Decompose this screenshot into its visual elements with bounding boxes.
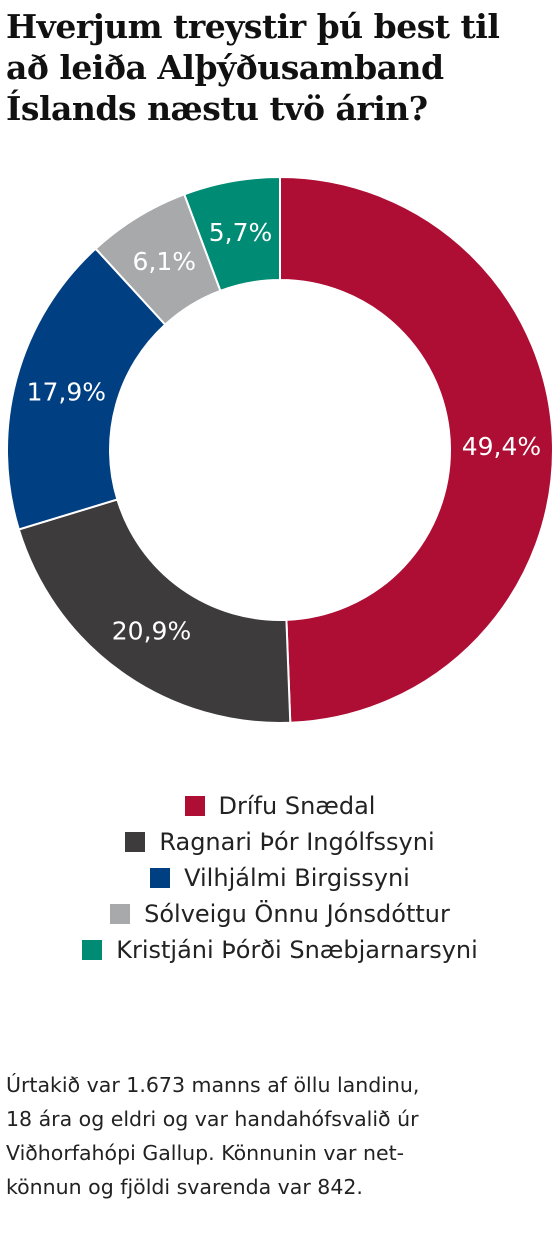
legend-label: Sólveigu Önnu Jónsdóttur [144, 900, 450, 928]
legend-swatch [184, 796, 205, 816]
legend-item: Kristjáni Þórði Snæbjarnarsyni [0, 932, 560, 968]
legend-swatch [150, 868, 171, 888]
legend-label: Vilhjálmi Birgissyni [184, 864, 410, 892]
title-line-2: að leiða Alþýðusamband [6, 48, 444, 87]
donut-slice [183, 175, 281, 293]
slice-value-label: 6,1% [133, 247, 197, 276]
legend-item: Sólveigu Önnu Jónsdóttur [0, 896, 560, 932]
legend-item: Drífu Snædal [0, 788, 560, 824]
chart-legend: Drífu Snædal Ragnari Þór Ingólfssyni Vilhj… [0, 788, 560, 968]
title-line-3: Íslands næstu tvö árin? [6, 89, 428, 128]
chart-title: Hverjum treystir þú best til að leiða Al… [6, 6, 556, 129]
note-line-4: könnun og fjöldi svarenda var 842. [6, 1175, 363, 1199]
note-line-2: 18 ára og eldri og var handahófsvalið úr [6, 1107, 419, 1131]
title-line-1: Hverjum treystir þú best til [6, 7, 500, 46]
slice-value-label: 5,7% [209, 218, 273, 247]
legend-label: Ragnari Þór Ingólfssyni [159, 828, 435, 856]
donut-slice [6, 247, 167, 531]
legend-swatch [82, 940, 103, 960]
slice-value-label: 49,4% [462, 432, 541, 461]
note-line-3: Viðhorfahópi Gallup. Könnunin var net- [6, 1141, 405, 1165]
legend-swatch [110, 904, 131, 924]
legend-swatch [125, 832, 146, 852]
methodology-note: Úrtakið var 1.673 manns af öllu landinu,… [6, 1068, 556, 1204]
legend-label: Drífu Snædal [218, 792, 376, 820]
donut-slice [17, 498, 292, 724]
donut-chart: 49,4% 20,9% 17,9% 6,1% 5,7% [6, 175, 554, 724]
legend-item: Vilhjálmi Birgissyni [0, 860, 560, 896]
slice-value-label: 20,9% [112, 616, 191, 645]
donut-slice [279, 175, 554, 724]
legend-item: Ragnari Þór Ingólfssyni [0, 824, 560, 860]
note-line-1: Úrtakið var 1.673 manns af öllu landinu, [6, 1073, 420, 1097]
legend-label: Kristjáni Þórði Snæbjarnarsyni [116, 936, 478, 964]
slice-value-label: 17,9% [27, 378, 106, 407]
